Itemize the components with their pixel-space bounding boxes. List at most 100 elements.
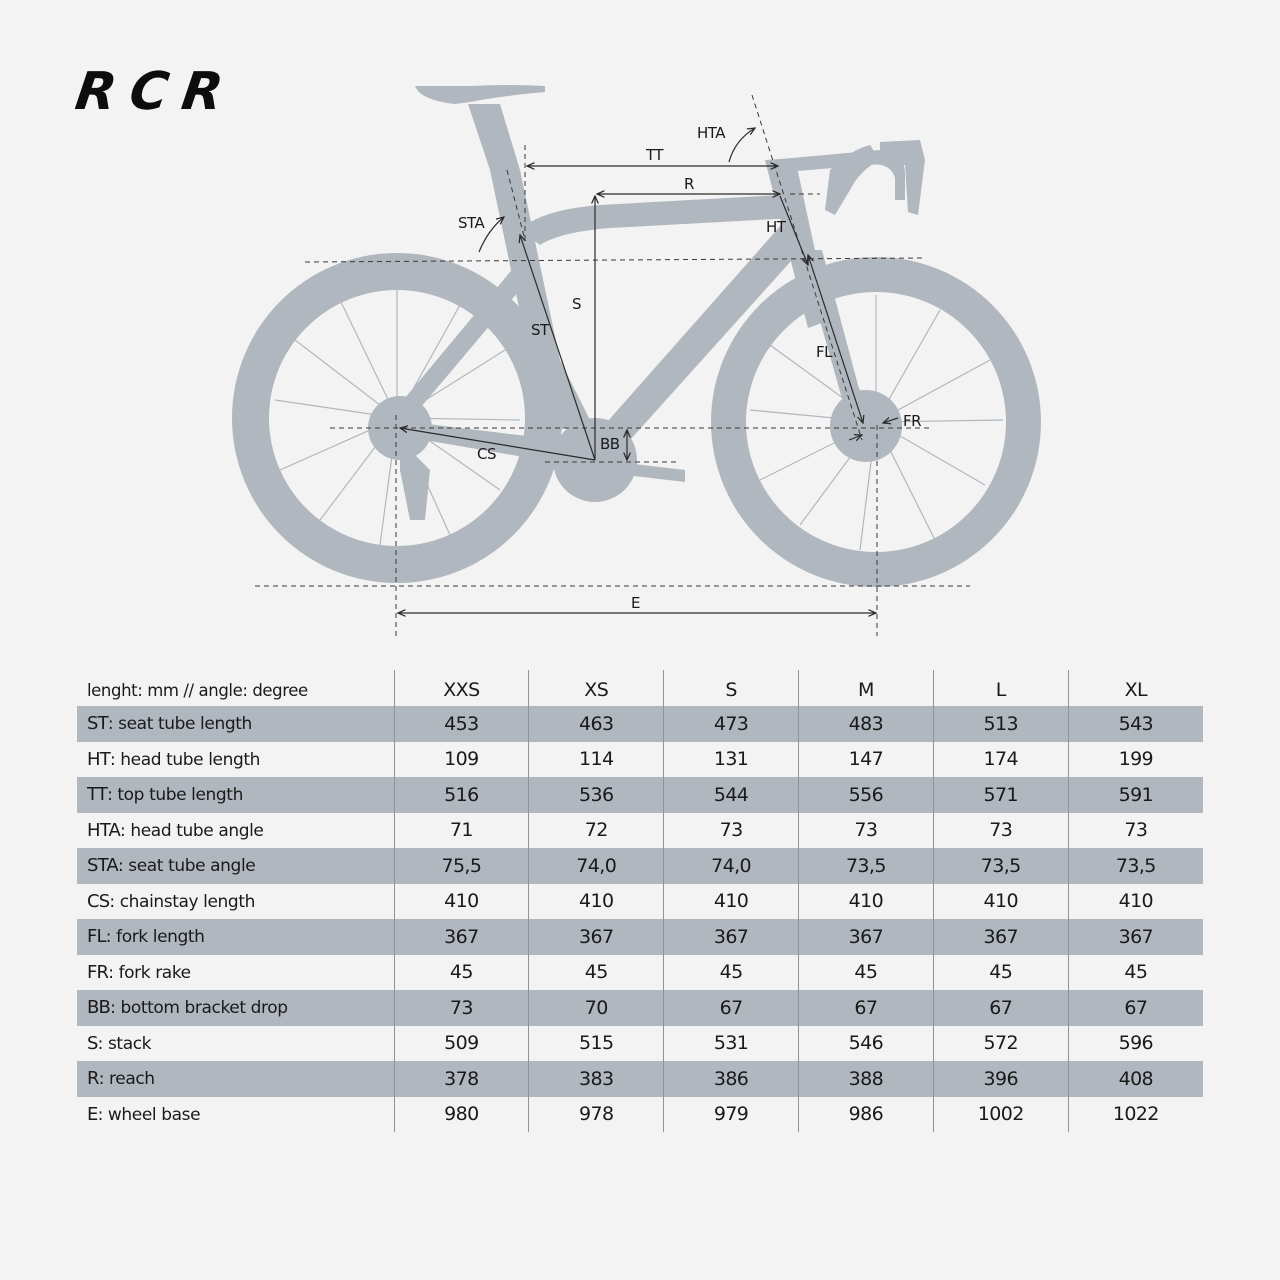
value-cell: 378 <box>393 1061 529 1097</box>
row-abbr: FL <box>87 926 107 948</box>
row-label: R: reach <box>77 1061 394 1097</box>
row-abbr: R <box>87 1068 100 1090</box>
row-label: S: stack <box>77 1026 394 1062</box>
value-cell: 546 <box>797 1025 934 1061</box>
value-cell: 367 <box>932 919 1069 955</box>
value-cell: 463 <box>528 706 664 742</box>
value-cell: 73 <box>1067 812 1203 848</box>
table-row: CS: chainstay length 410 410 410 410 410 410 <box>77 883 1203 920</box>
table-row: BB: bottom bracket drop 73 70 67 67 67 67 <box>77 990 1203 1026</box>
row-desc: : reach <box>98 1069 155 1090</box>
row-label: HT: head tube length <box>77 742 394 778</box>
label-ht: HT <box>766 218 786 236</box>
value-cell: 979 <box>663 1096 799 1132</box>
value-cell: 131 <box>663 741 799 777</box>
value-cell: 367 <box>1067 919 1203 955</box>
value-cell: 147 <box>797 741 934 777</box>
label-bb: BB <box>600 435 620 453</box>
row-abbr: STA <box>87 855 119 877</box>
row-label: ST: seat tube length <box>77 706 394 742</box>
value-cell: 367 <box>528 919 664 955</box>
row-abbr: E <box>87 1103 98 1125</box>
row-desc: : head tube length <box>109 749 260 770</box>
row-label: STA: seat tube angle <box>77 848 394 884</box>
size-header: L <box>932 670 1069 706</box>
size-header: XL <box>1067 670 1203 706</box>
label-r: R <box>684 175 694 193</box>
value-cell: 73 <box>393 990 529 1026</box>
value-cell: 556 <box>797 777 934 813</box>
value-cell: 75,5 <box>393 848 529 884</box>
row-desc: : fork rake <box>108 962 191 983</box>
value-cell: 410 <box>932 883 1069 919</box>
row-label: E: wheel base <box>77 1097 394 1133</box>
table-row: FL: fork length 367 367 367 367 367 367 <box>77 919 1203 955</box>
row-abbr: FR <box>87 961 109 983</box>
row-desc: : seat tube length <box>107 714 252 735</box>
label-fr: FR <box>903 412 922 430</box>
value-cell: 544 <box>663 777 799 813</box>
value-cell: 483 <box>797 706 934 742</box>
value-cell: 45 <box>663 954 799 990</box>
value-cell: 536 <box>528 777 664 813</box>
row-label: FL: fork length <box>77 919 394 955</box>
value-cell: 45 <box>797 954 934 990</box>
value-cell: 199 <box>1067 741 1203 777</box>
value-cell: 367 <box>663 919 799 955</box>
row-desc: : fork length <box>105 927 205 948</box>
value-cell: 410 <box>663 883 799 919</box>
value-cell: 408 <box>1067 1061 1203 1097</box>
value-cell: 367 <box>393 919 529 955</box>
row-label: TT: top tube length <box>77 777 394 813</box>
unit-note: lenght: mm // angle: degree <box>87 680 308 700</box>
row-abbr: CS <box>87 890 110 912</box>
value-cell: 74,0 <box>663 848 799 884</box>
value-cell: 513 <box>932 706 1069 742</box>
value-cell: 383 <box>528 1061 664 1097</box>
label-sta: STA <box>458 214 485 232</box>
table-row: TT: top tube length 516 536 544 556 571 591 <box>77 777 1203 813</box>
value-cell: 109 <box>393 741 529 777</box>
value-cell: 473 <box>663 706 799 742</box>
size-header: M <box>797 670 934 706</box>
value-cell: 509 <box>393 1025 529 1061</box>
value-cell: 72 <box>528 812 664 848</box>
value-cell: 516 <box>393 777 529 813</box>
row-abbr: ST <box>87 713 109 735</box>
table-row: R: reach 378 383 386 388 396 408 <box>77 1061 1203 1097</box>
bike-silhouette-icon <box>231 85 1041 636</box>
size-header: XS <box>528 670 664 706</box>
row-desc: : bottom bracket drop <box>110 998 288 1019</box>
value-cell: 67 <box>932 990 1069 1026</box>
value-cell: 572 <box>932 1025 1069 1061</box>
value-cell: 543 <box>1067 706 1203 742</box>
row-label: CS: chainstay length <box>77 884 394 920</box>
label-s: S <box>572 295 582 313</box>
value-cell: 70 <box>528 990 664 1026</box>
size-header: XXS <box>393 670 529 706</box>
value-cell: 45 <box>528 954 664 990</box>
value-cell: 1002 <box>932 1096 1069 1132</box>
value-cell: 410 <box>393 883 529 919</box>
value-cell: 367 <box>797 919 934 955</box>
value-cell: 67 <box>797 990 934 1026</box>
row-desc: : chainstay length <box>109 891 255 912</box>
value-cell: 73,5 <box>1067 848 1203 884</box>
label-tt: TT <box>646 146 664 164</box>
value-cell: 410 <box>1067 883 1203 919</box>
row-label: BB: bottom bracket drop <box>77 990 394 1026</box>
value-cell: 73,5 <box>932 848 1069 884</box>
value-cell: 73 <box>932 812 1069 848</box>
row-abbr: TT <box>87 784 108 806</box>
table-row: HT: head tube length 109 114 131 147 174 199 <box>77 741 1203 778</box>
value-cell: 1022 <box>1067 1096 1203 1132</box>
table-row: HTA: head tube angle 71 72 73 73 73 73 <box>77 812 1203 849</box>
label-hta: HTA <box>697 124 726 142</box>
row-desc: : stack <box>97 1033 152 1054</box>
table-row: ST: seat tube length 453 463 473 483 513 543 <box>77 706 1203 742</box>
row-desc: : head tube angle <box>120 820 264 841</box>
value-cell: 591 <box>1067 777 1203 813</box>
label-e: E <box>631 594 640 612</box>
row-label: HTA: head tube angle <box>77 813 394 849</box>
value-cell: 45 <box>1067 954 1203 990</box>
